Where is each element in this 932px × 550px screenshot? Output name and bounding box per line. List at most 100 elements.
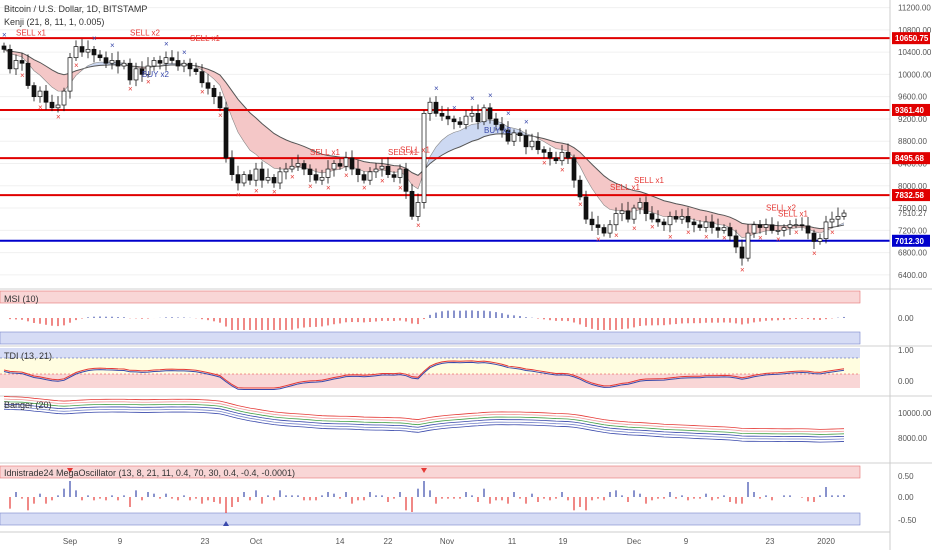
candle-body [703, 221, 709, 228]
x-marker: × [308, 182, 313, 191]
cloud-segment [574, 147, 580, 167]
candle-body [223, 107, 229, 159]
candle-body [745, 232, 751, 259]
candle-body [811, 232, 817, 242]
cloud-segment [712, 212, 718, 225]
candle-body [193, 68, 199, 72]
candle-body [517, 132, 523, 136]
x-marker: × [416, 221, 421, 230]
cloud-segment [472, 123, 478, 142]
signal-label: SELL x1 [400, 145, 430, 154]
x-marker: × [200, 87, 205, 96]
candle-body [793, 224, 799, 227]
signal-label: SELL x1 [634, 176, 664, 185]
time-tick-label: Oct [250, 537, 263, 546]
time-tick-label: 19 [559, 537, 568, 546]
candle-body [457, 121, 463, 125]
candle-body [301, 163, 307, 170]
candle-body [721, 227, 727, 231]
candle-body [505, 129, 511, 142]
cloud-segment [244, 106, 250, 151]
banger-band-line [3, 396, 845, 430]
candle-body [1, 45, 7, 50]
candle-body [97, 54, 103, 59]
candle-body [283, 168, 289, 173]
msi-histogram [9, 310, 845, 330]
candle-body [217, 96, 223, 109]
candle-body [325, 168, 331, 178]
time-tick-label: Sep [63, 537, 78, 546]
cloud-segment [682, 204, 688, 219]
current-price-label: 7510.27 [898, 209, 927, 218]
x-marker: × [758, 234, 763, 243]
candle-body [715, 227, 721, 231]
kenji-cloud [3, 48, 845, 239]
candle-body [691, 221, 697, 226]
x-marker: × [362, 184, 367, 193]
banger-title: Banger (20) [4, 400, 52, 410]
cloud-segment [676, 203, 682, 218]
x-marker: × [344, 171, 349, 180]
cloud-segment [232, 90, 238, 133]
x-marker: × [20, 71, 25, 80]
mega-pane: Idnistrade24 MegaOscillator (13, 8, 21, … [0, 462, 932, 526]
signal-label: SELL x1 [610, 183, 640, 192]
cloud-segment [316, 151, 322, 173]
candle-body [19, 60, 25, 64]
candle-body [667, 216, 673, 226]
x-marker: × [650, 223, 655, 232]
candle-body [553, 157, 559, 162]
candle-body [391, 174, 397, 178]
signal-label: SELL x1 [388, 148, 418, 157]
candle-body [619, 210, 625, 214]
signal-label: SELL x1 [778, 209, 808, 218]
time-tick-label: 23 [766, 537, 775, 546]
candle-body [157, 60, 163, 64]
candle-body [91, 48, 97, 56]
candle-body [559, 152, 565, 162]
candle-body [187, 62, 193, 70]
price-axis[interactable]: 11200.00 10800.00 10400.00 10000.00 9600.00 9… [889, 0, 932, 550]
x-marker: × [272, 188, 277, 197]
cloud-segment [700, 209, 706, 222]
candle-body [373, 168, 379, 173]
level-tag-label: 10650.75 [895, 34, 929, 43]
candle-body [115, 60, 121, 67]
banger-band-line [3, 406, 845, 440]
cloud-segment [694, 208, 700, 222]
candle-body [469, 113, 475, 117]
banger-band-line [3, 398, 845, 433]
candle-body [421, 113, 427, 203]
tdi-title: TDI (13, 21) [4, 351, 52, 361]
candle-body [355, 168, 361, 175]
cloud-segment [616, 183, 622, 211]
x-marker: × [686, 228, 691, 237]
time-tick-label: 9 [118, 537, 123, 546]
price-tick-label: 10000.00 [898, 70, 932, 79]
cloud-segment [598, 170, 604, 206]
time-tick-label: Nov [440, 537, 454, 546]
signal-label: SELL x1 [310, 148, 340, 157]
candle-body [535, 140, 541, 150]
candle-body [199, 71, 205, 84]
candle-body [451, 118, 457, 123]
candle-body [25, 62, 31, 86]
cloud-segment [454, 130, 460, 150]
signal-label: SELL x2 [766, 203, 796, 212]
price-pane: × × × × × × × × × × × × × × × × × × × × × × × × × × × × × × × × × × × × × × × ×… [0, 4, 890, 276]
candle-body [601, 227, 607, 234]
time-axis[interactable]: Sep 9 23 Oct 14 22 Nov 11 19 Dec 9 23 2020 [0, 531, 890, 546]
candle-body [259, 168, 265, 181]
candle-body [67, 57, 73, 92]
tdi-pane: TDI (13, 21) [0, 345, 932, 390]
candle-body [235, 174, 241, 184]
banger-band-line [3, 401, 845, 435]
candle-body [247, 174, 253, 181]
mega-signal-triangle [223, 521, 229, 526]
level-tag-label: 7012.30 [895, 237, 924, 246]
x-marker: × [380, 177, 385, 186]
level-tag [892, 103, 930, 116]
candle-body [133, 68, 139, 81]
cloud-segment [364, 161, 370, 172]
